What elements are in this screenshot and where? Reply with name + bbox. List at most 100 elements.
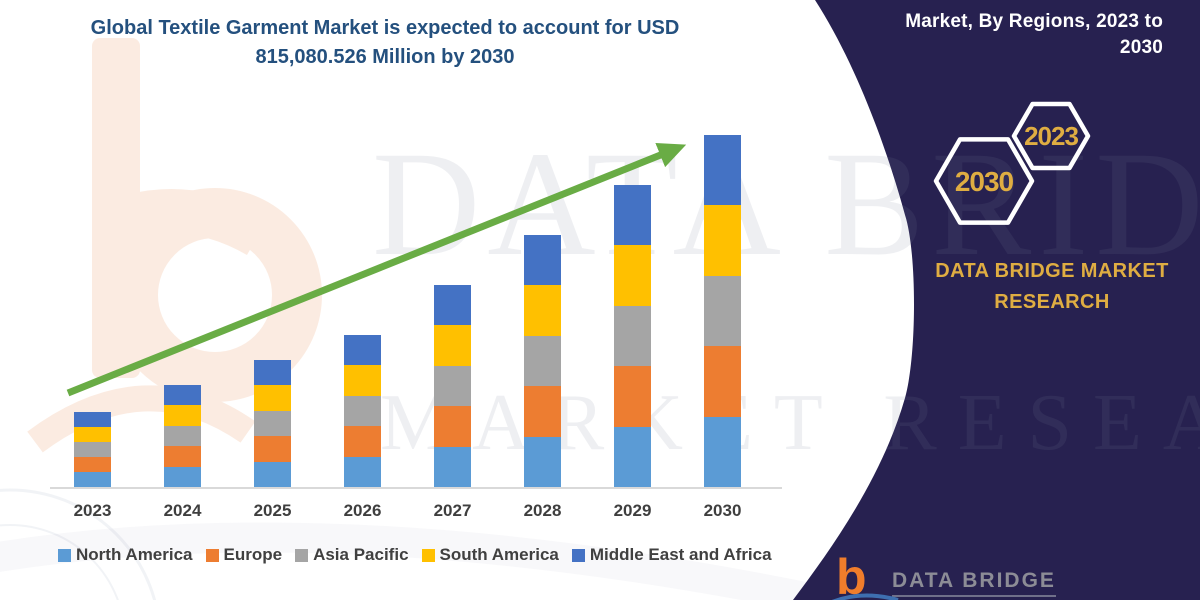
panel-brand-text: DATA BRIDGE MARKET RESEARCH: [926, 256, 1178, 318]
legend-swatch-south-america: [421, 548, 435, 562]
hexagon-2023-label: 2023: [1024, 121, 1078, 151]
bar-segment-middle-east-and-africa-2030: [704, 135, 741, 206]
bar-segment-middle-east-and-africa-2029: [614, 185, 651, 246]
x-axis-labels: 2023 2024 2025 2026 2027 2028 2029 2030: [74, 501, 742, 521]
bar-segment-europe-2029: [614, 366, 651, 427]
footer-logo-b-icon: b: [836, 549, 867, 600]
x-axis-label-text: 2028: [523, 501, 562, 520]
bar-segment-north-america-2024: [164, 466, 201, 487]
legend-label-middle-east-and-africa: Middle East and Africa: [589, 545, 772, 564]
x-axis-line: [50, 487, 782, 489]
bar-segment-europe-2024: [164, 446, 201, 467]
bar-segment-north-america-2028: [524, 436, 561, 487]
bar-segment-asia-pacific-2024: [164, 425, 201, 447]
bar-segment-asia-pacific-2029: [614, 305, 651, 367]
bar-segment-north-america-2023: [74, 472, 111, 487]
footer-logo: b DATA BRIDGE MARKET RESEARCH: [831, 549, 1056, 600]
bar-segment-north-america-2029: [614, 426, 651, 487]
bar-segment-europe-2027: [434, 406, 471, 447]
legend-label-south-america: South America: [439, 545, 559, 564]
x-axis-label-text: 2029: [613, 501, 652, 520]
bar-segment-asia-pacific-2025: [254, 410, 291, 437]
legend-swatch-europe: [205, 548, 219, 562]
x-axis-label-2025: 2025: [253, 501, 292, 521]
bar-segment-europe-2026: [344, 426, 381, 457]
legend-swatch-north-america: [58, 548, 71, 562]
x-axis-label-text: 2027: [433, 501, 472, 520]
footer-logo-swoosh-icon: [831, 593, 899, 600]
bar-segment-south-america-2029: [614, 245, 651, 306]
bar-segment-europe-2023: [74, 457, 111, 472]
bar-segment-europe-2028: [524, 386, 561, 437]
bar-segment-south-america-2028: [524, 285, 561, 336]
x-axis-label-2028: 2028: [523, 501, 562, 521]
bar-segment-south-america-2027: [434, 325, 471, 366]
panel-caption: Market, By Regions, 2023 to 2030: [905, 11, 1163, 58]
bar-segment-north-america-2027: [434, 446, 471, 487]
x-axis-label-text: 2024: [163, 501, 202, 520]
bar-2028: [524, 235, 561, 487]
legend-swatch-asia-pacific: [295, 548, 309, 562]
legend-swatch-middle-east-and-africa: [571, 548, 585, 562]
bar-2027: [434, 285, 471, 487]
x-axis-label-2027: 2027: [433, 501, 472, 521]
x-axis-label-2023: 2023: [74, 501, 112, 521]
bar-segment-middle-east-and-africa-2023: [74, 412, 111, 427]
bar-2025: [254, 360, 291, 487]
hexagon-2023-icon: [1011, 101, 1091, 171]
legend-item-europe: Europe: [205, 545, 283, 565]
legend-item-middle-east-and-africa: Middle East and Africa: [571, 545, 772, 565]
legend-item-south-america: South America: [421, 545, 559, 565]
bar-segment-europe-2030: [704, 346, 741, 417]
x-axis-label-2030: 2030: [703, 501, 742, 521]
bar-segment-asia-pacific-2026: [344, 395, 381, 427]
stacked-bar-chart: [74, 127, 741, 487]
bar-segment-south-america-2030: [704, 205, 741, 276]
bar-segment-middle-east-and-africa-2027: [434, 285, 471, 326]
x-axis-label-2026: 2026: [343, 501, 382, 521]
x-axis-label-text: 2025: [253, 501, 292, 520]
legend-item-north-america: North America: [58, 545, 193, 565]
bar-segment-asia-pacific-2030: [704, 275, 741, 347]
bar-segment-north-america-2030: [704, 416, 741, 487]
legend-label-asia-pacific: Asia Pacific: [313, 545, 409, 564]
legend-item-asia-pacific: Asia Pacific: [295, 545, 409, 565]
bar-segment-asia-pacific-2023: [74, 442, 111, 457]
bar-2030: [704, 135, 741, 487]
bar-segment-asia-pacific-2028: [524, 335, 561, 387]
x-axis-label-2029: 2029: [613, 501, 652, 521]
bar-segment-europe-2025: [254, 436, 291, 462]
panel-brand-line1: DATA BRIDGE MARKET: [935, 260, 1169, 282]
footer-brand-underline: [892, 595, 1056, 597]
bar-segment-south-america-2024: [164, 405, 201, 426]
chart-legend: North America Europe Asia Pacific South Ame…: [58, 545, 772, 565]
bar-segment-north-america-2026: [344, 456, 381, 487]
bar-segment-middle-east-and-africa-2024: [164, 385, 201, 406]
bar-segment-north-america-2025: [254, 461, 291, 487]
bar-2026: [344, 335, 381, 487]
bar-2029: [614, 185, 651, 487]
bar-segment-middle-east-and-africa-2026: [344, 335, 381, 366]
panel-brand-line2: RESEARCH: [994, 291, 1110, 313]
legend-label-europe: Europe: [223, 545, 283, 564]
x-axis-label-text: 2026: [343, 501, 382, 520]
bar-segment-south-america-2026: [344, 365, 381, 396]
x-axis-label-text: 2030: [703, 501, 742, 520]
chart-title: Global Textile Garment Market is expecte…: [90, 17, 680, 68]
bar-segment-asia-pacific-2027: [434, 365, 471, 407]
hexagon-2030-icon: [933, 137, 1035, 225]
hexagon-2030-label: 2030: [955, 166, 1014, 197]
bar-segment-middle-east-and-africa-2028: [524, 235, 561, 286]
footer-brand-text: DATA BRIDGE: [892, 569, 1056, 592]
x-axis-label-2024: 2024: [163, 501, 202, 521]
legend-label-north-america: North America: [76, 545, 193, 564]
bar-2023: [74, 412, 111, 487]
bar-segment-south-america-2025: [254, 385, 291, 411]
bar-segment-south-america-2023: [74, 427, 111, 442]
